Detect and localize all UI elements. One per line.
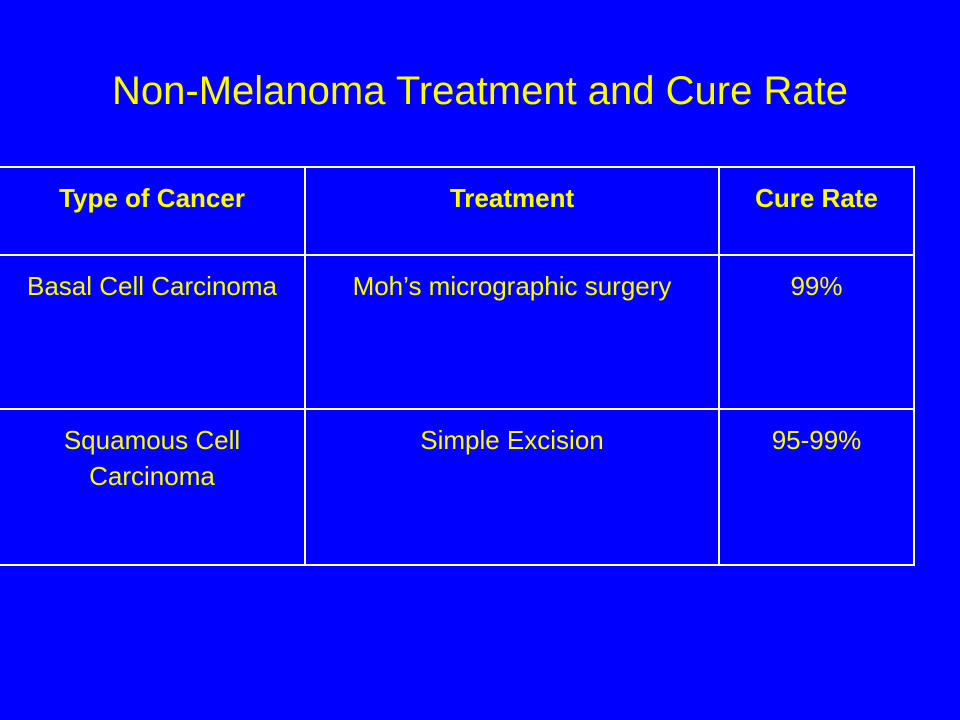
cell-cancer-type: Basal Cell Carcinoma — [0, 254, 306, 410]
cell-cancer-type: Squamous Cell Carcinoma — [0, 408, 306, 566]
table-header-row: Type of Cancer Treatment Cure Rate — [0, 166, 915, 256]
table-row: Basal Cell Carcinoma Moh’s micrographic … — [0, 254, 915, 410]
cell-cure-rate: 95-99% — [718, 408, 915, 566]
cure-rate-table: Type of Cancer Treatment Cure Rate Basal… — [0, 166, 915, 566]
header-cure-rate: Cure Rate — [718, 166, 915, 256]
header-treatment: Treatment — [304, 166, 720, 256]
cell-cure-rate: 99% — [718, 254, 915, 410]
header-type-of-cancer: Type of Cancer — [0, 166, 306, 256]
table-row: Squamous Cell Carcinoma Simple Excision … — [0, 408, 915, 566]
slide-title: Non-Melanoma Treatment and Cure Rate — [112, 69, 848, 113]
cell-treatment: Moh’s micrographic surgery — [304, 254, 720, 410]
cell-treatment: Simple Excision — [304, 408, 720, 566]
